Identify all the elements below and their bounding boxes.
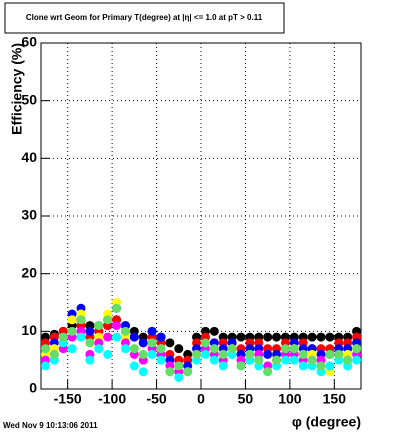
data-point (280, 344, 290, 354)
y-tick-label: 0 (29, 380, 37, 396)
data-point (343, 355, 353, 365)
data-point (272, 355, 282, 365)
data-point (325, 361, 335, 371)
x-tick-label: 150 (323, 391, 347, 407)
chart-title: Clone wrt Geom for Primary T(degree) at … (26, 13, 263, 22)
data-point (156, 344, 166, 354)
data-point (334, 349, 344, 359)
data-point (112, 321, 122, 331)
data-point (138, 338, 148, 348)
data-point (120, 344, 130, 354)
y-tick-label: 20 (21, 264, 37, 280)
data-point (280, 355, 290, 365)
data-point (263, 332, 273, 342)
data-point (209, 355, 219, 365)
data-point (316, 361, 326, 371)
data-point (200, 338, 210, 348)
x-tick-label: 100 (278, 391, 302, 407)
data-point (129, 344, 139, 354)
data-point (112, 332, 122, 342)
data-point (307, 332, 317, 342)
y-tick-label: 50 (21, 91, 37, 107)
y-tick-label: 10 (21, 322, 37, 338)
y-tick-label: 60 (21, 34, 37, 50)
data-point (85, 338, 95, 348)
data-point (147, 326, 157, 336)
data-point (325, 332, 335, 342)
data-point (138, 367, 148, 377)
data-point (40, 344, 50, 354)
data-point (156, 332, 166, 342)
data-point (67, 315, 77, 325)
data-point (147, 338, 157, 348)
data-point (94, 344, 104, 354)
timestamp: Wed Nov 9 10:13:06 2011 (3, 421, 98, 430)
data-point (289, 344, 299, 354)
data-point (67, 326, 77, 336)
data-point (76, 332, 86, 342)
data-point (129, 361, 139, 371)
y-tick-label: 40 (21, 149, 37, 165)
data-point (316, 332, 326, 342)
data-point (67, 344, 77, 354)
data-point (325, 349, 335, 359)
y-axis-label: Efficiency (%) (9, 43, 25, 135)
y-tick-label: 30 (21, 207, 37, 223)
data-point (263, 367, 273, 377)
data-point (236, 332, 246, 342)
data-point (103, 315, 113, 325)
data-point (40, 361, 50, 371)
data-point (254, 355, 264, 365)
data-point (112, 303, 122, 313)
data-point (94, 321, 104, 331)
data-point (298, 349, 308, 359)
data-point (138, 349, 148, 359)
data-point (76, 315, 86, 325)
data-point (147, 349, 157, 359)
data-point (263, 349, 273, 359)
x-tick-label: 0 (197, 391, 205, 407)
data-point (58, 332, 68, 342)
data-point (307, 355, 317, 365)
x-tick-label: -100 (98, 391, 126, 407)
data-point (103, 332, 113, 342)
data-point (272, 332, 282, 342)
data-point (174, 344, 184, 354)
data-point (209, 326, 219, 336)
data-point (103, 349, 113, 359)
data-point (245, 349, 255, 359)
data-point (174, 372, 184, 382)
data-point (192, 349, 202, 359)
data-point (85, 326, 95, 336)
data-point (289, 355, 299, 365)
x-tick-label: 50 (238, 391, 254, 407)
data-point (156, 355, 166, 365)
data-point (174, 361, 184, 371)
data-point (165, 338, 175, 348)
data-point (218, 361, 228, 371)
x-axis-label: φ (degree) (292, 414, 361, 430)
data-point (49, 349, 59, 359)
data-point (165, 367, 175, 377)
data-point (85, 355, 95, 365)
data-point (218, 349, 228, 359)
data-point (200, 349, 210, 359)
data-point (236, 361, 246, 371)
title-box (4, 2, 285, 34)
data-point (129, 332, 139, 342)
x-tick-label: -50 (146, 391, 166, 407)
data-point (209, 344, 219, 354)
data-point (227, 344, 237, 354)
data-point (120, 326, 130, 336)
data-point (352, 344, 362, 354)
data-point (352, 355, 362, 365)
x-tick-label: -150 (54, 391, 82, 407)
data-point (183, 367, 193, 377)
data-point (298, 361, 308, 371)
